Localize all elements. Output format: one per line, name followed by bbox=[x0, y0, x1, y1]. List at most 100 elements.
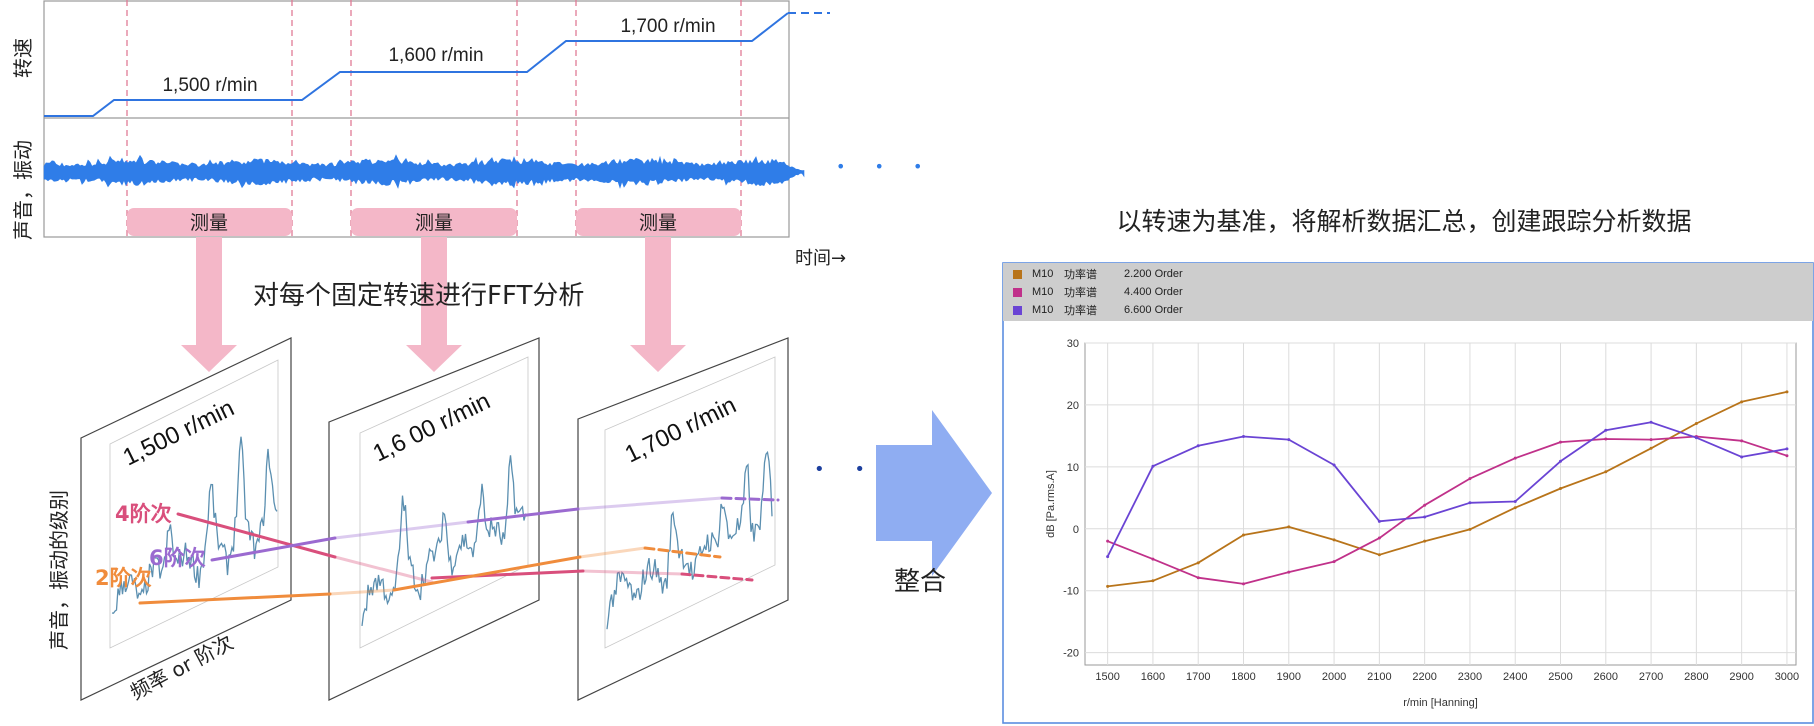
data-point bbox=[1559, 459, 1563, 463]
legend-kind: 功率谱 bbox=[1064, 304, 1097, 317]
x-tick-label: 1800 bbox=[1231, 671, 1255, 683]
legend-order: 6.600 Order bbox=[1124, 304, 1183, 316]
data-point bbox=[1196, 444, 1200, 448]
data-point bbox=[1740, 455, 1744, 459]
right-title: 以转速为基准，将解析数据汇总，创建跟踪分析数据 bbox=[1116, 207, 1691, 236]
x-tick-label: 2500 bbox=[1548, 671, 1572, 683]
fft-caption: 对每个固定转速进行FFT分析 bbox=[253, 281, 584, 311]
data-point bbox=[1740, 439, 1744, 443]
data-point bbox=[1649, 446, 1653, 450]
series-line-2 bbox=[1107, 435, 1788, 585]
y-tick-label: 10 bbox=[1067, 462, 1079, 474]
data-point bbox=[1468, 477, 1472, 481]
x-tick-label: 2400 bbox=[1503, 671, 1527, 683]
speed-trace bbox=[44, 12, 789, 117]
level-axis-label: 声音，振动的级别 bbox=[47, 490, 71, 650]
x-tick-label: 1500 bbox=[1095, 671, 1119, 683]
order-lines bbox=[138, 496, 780, 605]
data-point bbox=[1604, 437, 1608, 441]
data-point bbox=[1513, 506, 1517, 510]
x-tick-label: 2700 bbox=[1639, 671, 1663, 683]
data-point bbox=[1649, 438, 1653, 442]
data-point bbox=[1287, 525, 1291, 529]
measure-label-3: 测量 bbox=[639, 212, 677, 234]
data-point bbox=[1785, 447, 1789, 451]
data-point bbox=[1423, 539, 1427, 543]
x-tick-label: 1700 bbox=[1186, 671, 1210, 683]
legend-kind: 功率谱 bbox=[1064, 268, 1097, 281]
data-point bbox=[1332, 538, 1336, 542]
x-tick-label: 1900 bbox=[1277, 671, 1301, 683]
speed-label-1600: 1,600 r/min bbox=[388, 45, 483, 66]
data-point bbox=[1785, 454, 1789, 458]
data-point bbox=[1604, 470, 1608, 474]
signal-ellipsis: • • • bbox=[836, 157, 934, 176]
series-line-1 bbox=[1107, 391, 1788, 588]
data-point bbox=[1242, 435, 1246, 439]
data-point bbox=[1423, 503, 1427, 507]
data-point bbox=[1468, 527, 1472, 531]
data-point bbox=[1740, 400, 1744, 404]
data-point bbox=[1196, 561, 1200, 565]
time-axis-label: 时间→ bbox=[795, 248, 846, 269]
x-tick-label: 2300 bbox=[1458, 671, 1482, 683]
legend-kind: 功率谱 bbox=[1064, 286, 1097, 299]
legend-item-4400[interactable]: M10 功率谱 4.400 Order bbox=[1013, 284, 1183, 300]
y-tick-label: 20 bbox=[1067, 400, 1079, 412]
data-point bbox=[1785, 390, 1789, 394]
x-tick-label: 1600 bbox=[1141, 671, 1165, 683]
x-tick-label: 3000 bbox=[1775, 671, 1799, 683]
measure-pill-1 bbox=[127, 208, 292, 236]
data-point bbox=[1106, 584, 1110, 588]
data-point bbox=[1694, 422, 1698, 425]
legend-order: 4.400 Order bbox=[1124, 286, 1183, 298]
legend-item-6600[interactable]: M10 功率谱 6.600 Order bbox=[1013, 302, 1183, 318]
integrate-arrow bbox=[876, 410, 992, 576]
x-tick-label: 2100 bbox=[1367, 671, 1391, 683]
x-tick-label: 2600 bbox=[1594, 671, 1618, 683]
y-tick-label: -10 bbox=[1063, 586, 1079, 598]
measure-pill-3 bbox=[576, 208, 741, 236]
speed-label-1500: 1,500 r/min bbox=[162, 75, 257, 96]
series-line-3 bbox=[1106, 421, 1788, 558]
legend-swatch bbox=[1013, 287, 1022, 297]
legend-swatch bbox=[1013, 305, 1022, 315]
x-tick-label: 2800 bbox=[1684, 671, 1708, 683]
legend-item-2200[interactable]: M10 功率谱 2.200 Order bbox=[1013, 266, 1183, 282]
data-point bbox=[1106, 555, 1110, 559]
data-point bbox=[1559, 440, 1563, 444]
data-point bbox=[1242, 533, 1246, 537]
y-tick-label: 30 bbox=[1067, 338, 1079, 350]
data-point bbox=[1332, 463, 1336, 467]
speed-label-1700: 1,700 r/min bbox=[620, 16, 715, 37]
x-tick-label: 2000 bbox=[1322, 671, 1346, 683]
order-label-2: 2阶次 bbox=[95, 566, 152, 590]
data-point bbox=[1694, 436, 1698, 440]
data-point bbox=[1196, 576, 1200, 580]
chart-legend: M10 功率谱 2.200 Order M10 功率谱 4.400 Order … bbox=[1003, 263, 1813, 321]
legend-order: 2.200 Order bbox=[1124, 268, 1183, 280]
data-point bbox=[1649, 420, 1653, 424]
data-point bbox=[1287, 570, 1291, 574]
legend-channel: M10 bbox=[1032, 304, 1054, 316]
x-tick-label: 2900 bbox=[1729, 671, 1753, 683]
legend-channel: M10 bbox=[1032, 268, 1054, 280]
y-axis-label: dB [Pa.rms.A] bbox=[1045, 470, 1057, 538]
order-label-6: 6阶次 bbox=[149, 546, 206, 570]
data-point bbox=[1377, 553, 1381, 557]
data-point bbox=[1513, 456, 1517, 460]
measure-label-2: 测量 bbox=[415, 212, 453, 234]
measure-label-1: 测量 bbox=[190, 212, 228, 234]
tracking-chart: 1500 1600 1700 1800 1900 2000 2100 2200 2300 2400… bbox=[1045, 338, 1799, 709]
x-tick-label: 2200 bbox=[1412, 671, 1436, 683]
data-point bbox=[1106, 539, 1110, 543]
data-point bbox=[1151, 464, 1155, 468]
data-point bbox=[1151, 579, 1155, 583]
data-point bbox=[1559, 487, 1563, 491]
data-point bbox=[1604, 428, 1608, 432]
y-tick-label: -20 bbox=[1063, 648, 1079, 660]
data-point bbox=[1468, 501, 1472, 505]
y-tick-label: 0 bbox=[1073, 524, 1079, 536]
signal-axis-label: 声音，振动 bbox=[11, 140, 35, 240]
